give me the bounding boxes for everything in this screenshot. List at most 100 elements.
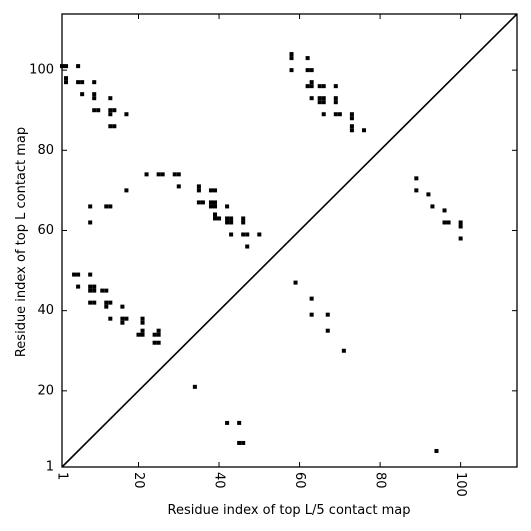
contact-point [120,304,125,309]
contact-point [434,448,439,453]
contact-point [176,184,181,189]
diagonal-line [61,13,518,468]
contact-point [442,208,447,213]
contact-point [321,100,326,105]
contact-point [120,316,125,321]
contact-point [88,220,93,225]
contact-point [213,204,218,209]
contact-point [442,220,447,225]
contact-point [108,300,113,305]
contact-point [305,56,310,61]
contact-point [337,112,342,117]
contact-point [124,316,129,321]
contact-point [237,420,242,425]
contact-point [305,84,310,89]
contact-point [108,316,113,321]
y-axis-label: Residue index of top L contact map [14,127,29,357]
contact-point [192,384,197,389]
contact-point [88,300,93,305]
y-tick-label: 80 [37,143,54,158]
contact-point [426,192,431,197]
contact-point [333,112,338,117]
contact-point [289,68,294,73]
contact-point [225,216,230,221]
contact-point [241,440,246,445]
contact-point [124,112,129,117]
contact-point [213,200,218,205]
contact-point [108,204,113,209]
contact-point [293,280,298,285]
contact-point [333,100,338,105]
contact-point [325,312,330,317]
contact-point [333,84,338,89]
contact-point [213,216,218,221]
contact-point [104,288,109,293]
contact-point [64,80,69,85]
contact-point [76,284,81,289]
y-tick-label: 1 [46,460,54,475]
contact-point [176,172,181,177]
contact-point [196,184,201,189]
x-axis-label: Residue index of top L/5 contact map [168,503,411,518]
contact-point [92,108,97,113]
contact-point [64,76,69,81]
contact-point [208,200,213,205]
contact-point [241,220,246,225]
contact-point [108,96,113,101]
contact-point [76,272,81,277]
contact-point [208,204,213,209]
contact-point [414,176,419,181]
contact-point [152,332,157,337]
contact-point [160,172,165,177]
contact-point [88,272,93,277]
contact-point [309,312,314,317]
contact-point [229,232,234,237]
contact-point [289,52,294,57]
contact-point [108,124,113,129]
contact-point [349,112,354,117]
contact-point [92,92,97,97]
contact-point [289,56,294,61]
contact-point [305,68,310,73]
contact-points [59,52,463,453]
contact-point [124,188,129,193]
contact-point [446,220,451,225]
contact-point [245,244,250,249]
contact-point [213,188,218,193]
contact-point [361,128,367,133]
x-tick-label: 60 [292,472,307,489]
contact-point [92,288,97,293]
contact-point [80,92,85,97]
x-tick-label: 80 [373,472,388,489]
contact-point [349,116,354,121]
contact-point [104,204,109,209]
contact-point [309,296,314,301]
contact-point [245,232,250,237]
y-tick-label: 100 [29,63,54,78]
contact-point [88,288,93,293]
contact-point [104,300,109,305]
contact-point [241,232,246,237]
contact-point [59,64,65,69]
x-tick-label: 100 [453,472,468,497]
x-tick-label: 1 [55,472,70,480]
contact-point [309,80,314,85]
contact-point [92,80,97,85]
contact-point [88,204,93,209]
x-tick-label: 20 [131,472,146,489]
x-tick-label: 40 [212,472,227,489]
contact-point [140,320,145,325]
contact-point [156,328,161,333]
contact-point [458,236,463,241]
contact-point [104,304,109,309]
contact-point [430,204,435,209]
contact-point [76,80,81,85]
contact-point [144,172,149,177]
contact-point [317,100,322,105]
contact-point [237,440,242,445]
contact-point [309,84,314,89]
contact-point [156,340,161,345]
contact-point [100,288,105,293]
contact-point [140,316,145,321]
